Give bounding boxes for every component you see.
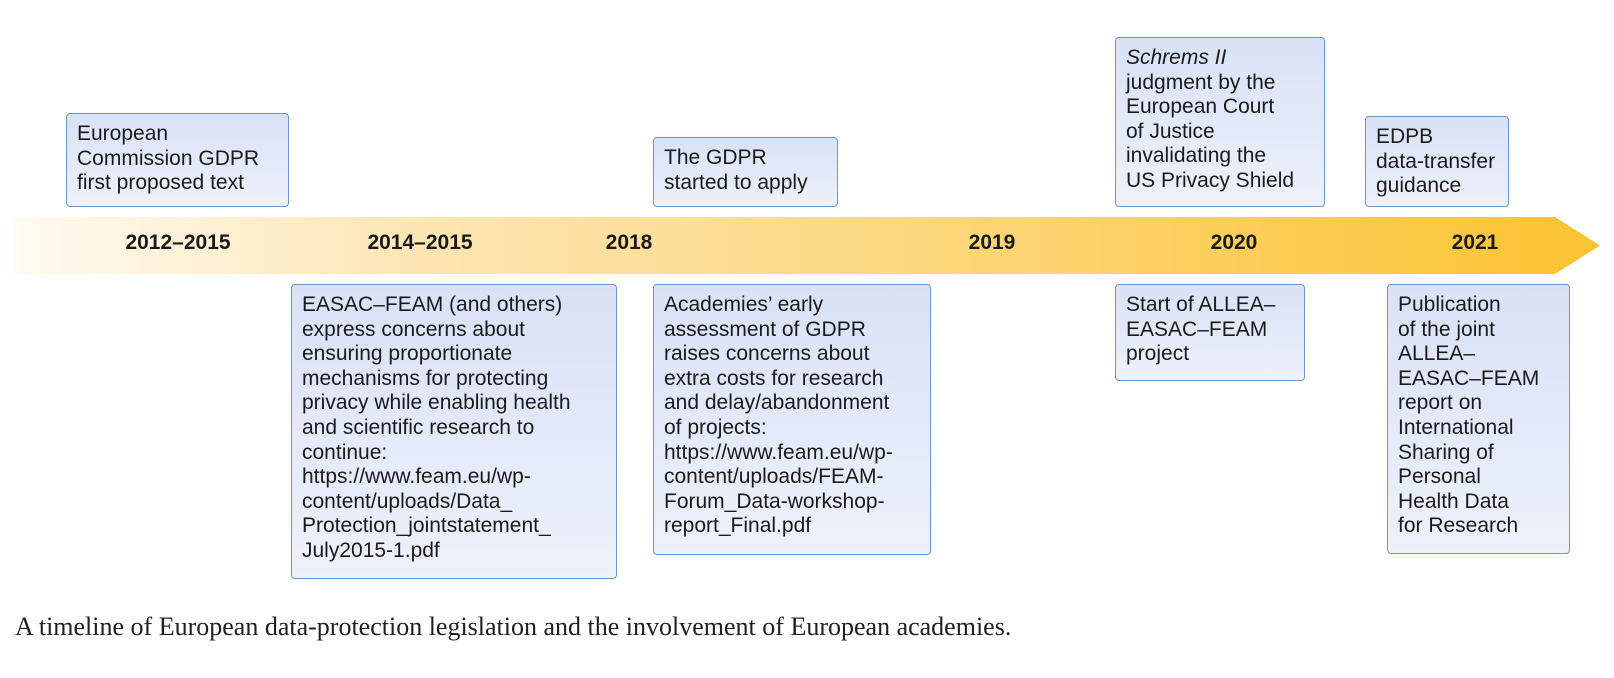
event-gdpr-apply: The GDPR started to apply [653,137,838,207]
event-academies-assessment: Academies’ early assessment of GDPR rais… [653,284,931,555]
timeline-arrow [14,217,1600,274]
event-report-publication: Publication of the joint ALLEA– EASAC–FE… [1387,284,1570,554]
timeline-diagram: 2012–2015 2014–2015 2018 2019 2020 2021 … [14,37,1600,579]
year-label-2020: 2020 [1210,231,1258,254]
year-label-2018: 2018 [605,231,653,254]
event-project-start: Start of ALLEA– EASAC–FEAM project [1115,284,1305,381]
event-easac-feam-concerns: EASAC–FEAM (and others) express concerns… [291,284,617,579]
year-label-2021: 2021 [1451,231,1499,254]
event-edpb-guidance: EDPB data-transfer guidance [1365,116,1509,207]
schrems-ii-text: judgment by the European Court of Justic… [1126,70,1295,192]
event-gdpr-proposed: European Commission GDPR first proposed … [66,113,289,207]
year-label-2014-2015: 2014–2015 [367,231,473,254]
event-schrems-ii: Schrems II judgment by the European Cour… [1115,37,1325,207]
year-label-2019: 2019 [968,231,1016,254]
year-label-2012-2015: 2012–2015 [125,231,231,254]
figure-caption: A timeline of European data-protection l… [15,612,1012,641]
schrems-ii-title: Schrems II [1126,46,1227,69]
